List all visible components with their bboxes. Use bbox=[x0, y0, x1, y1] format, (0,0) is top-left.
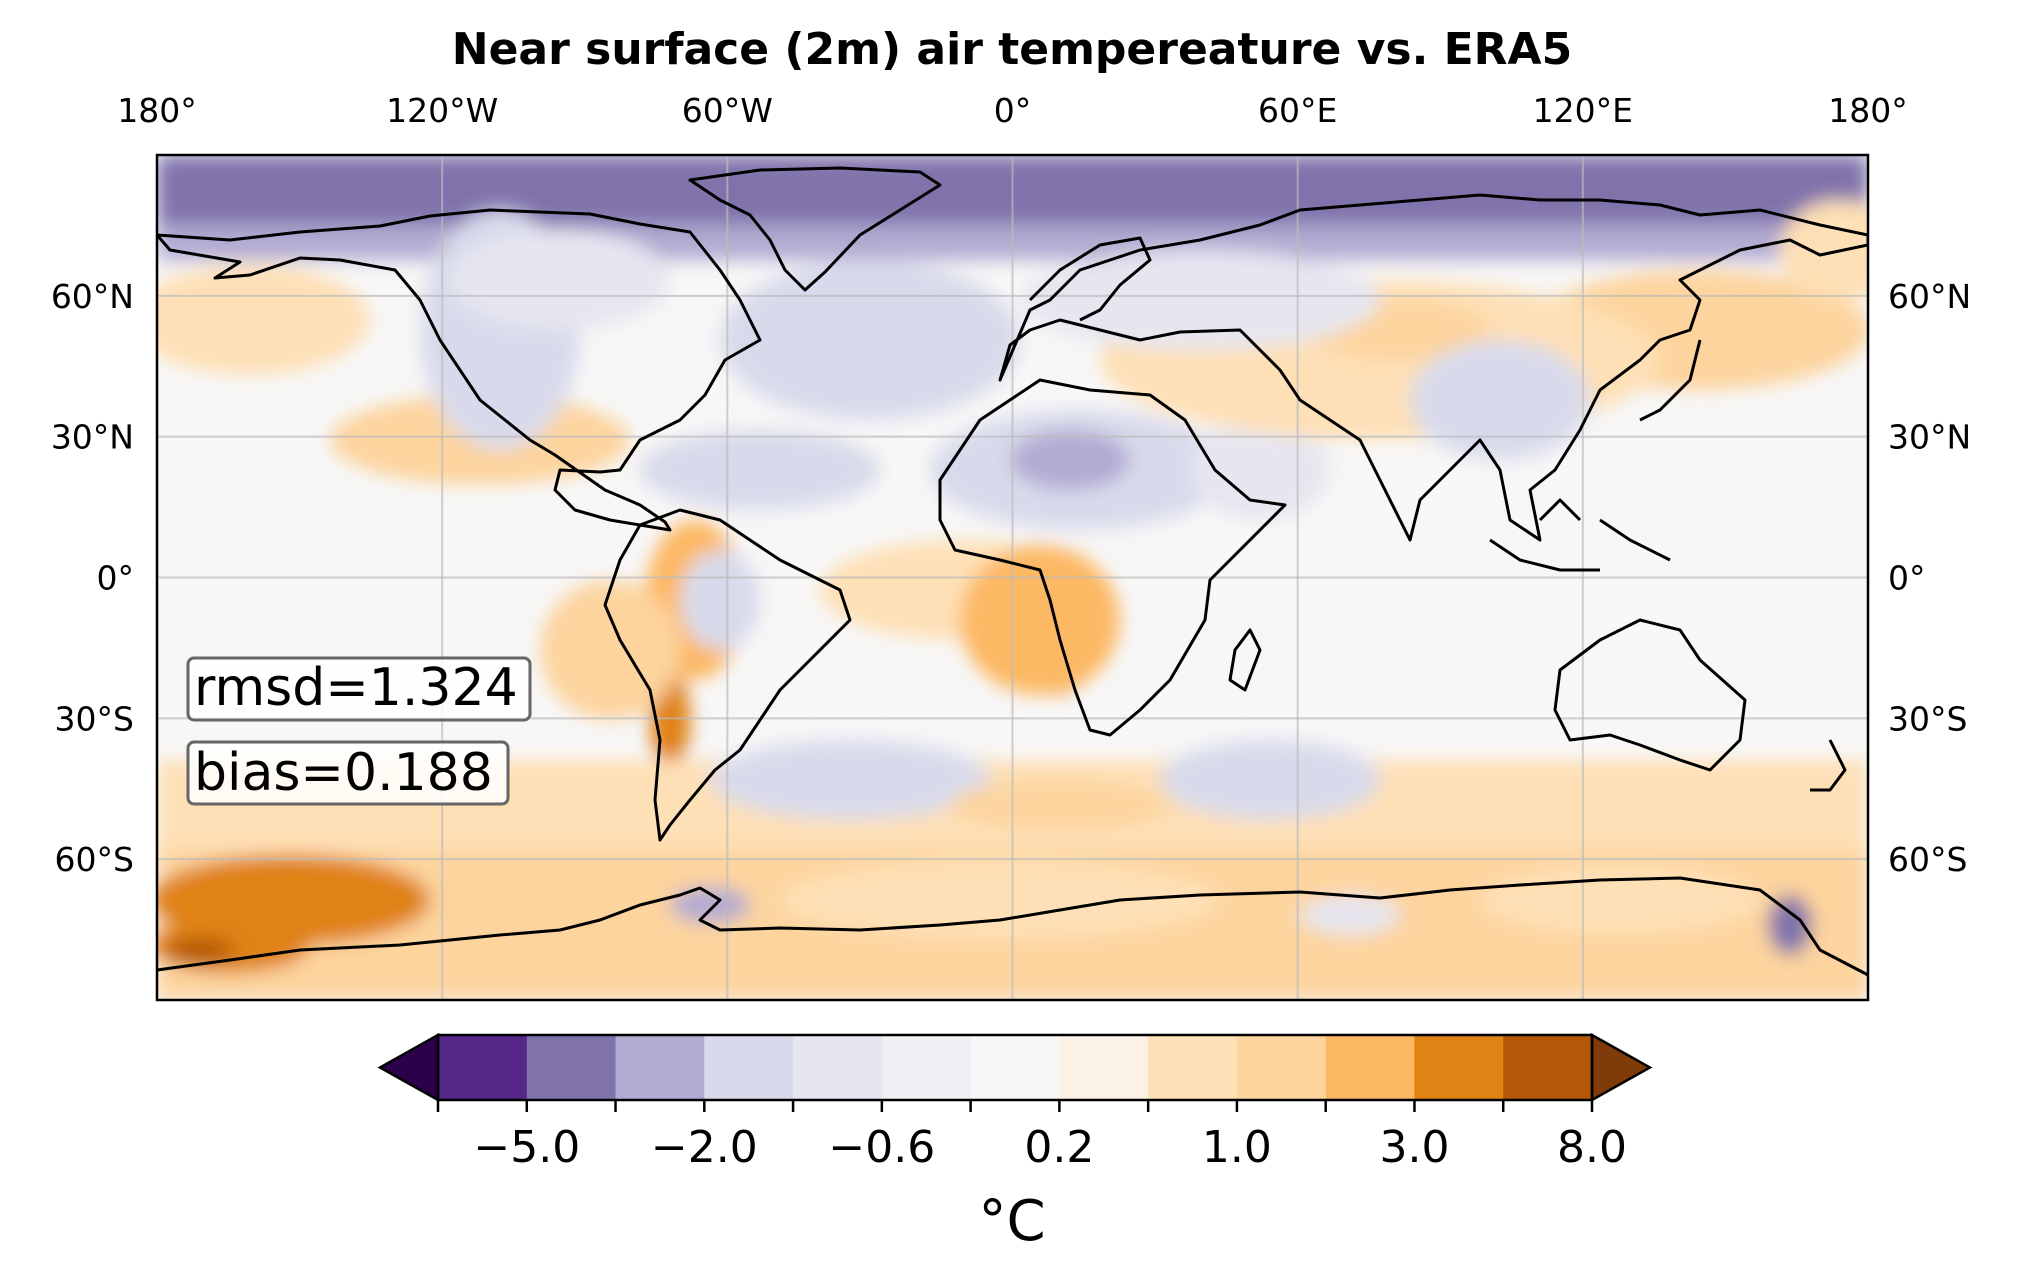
coast-africa-eurasia bbox=[938, 378, 1287, 737]
rmsd-box: rmsd=1.324 bbox=[186, 656, 532, 722]
coast-madagascar bbox=[1228, 628, 1262, 692]
colorbar-segment bbox=[615, 1035, 705, 1100]
lat-label-right: 0° bbox=[1888, 559, 1926, 598]
colorbar-segment bbox=[793, 1035, 883, 1100]
colorbar-tick-label: 1.0 bbox=[1202, 1122, 1272, 1173]
lat-label-left: 60°N bbox=[51, 277, 134, 316]
colorbar-label: °C bbox=[978, 1189, 1045, 1254]
map-frame bbox=[155, 153, 1870, 1002]
colorbar-extend-min bbox=[377, 1032, 440, 1103]
colorbar-extend-max bbox=[1590, 1032, 1653, 1103]
lon-label: 60°E bbox=[1258, 91, 1337, 130]
colorbar-segment bbox=[881, 1035, 972, 1100]
coast-europe-asia bbox=[998, 193, 1868, 542]
gridlines bbox=[157, 155, 1868, 1000]
coast-antarctica bbox=[157, 876, 1868, 977]
latitude-labels: 60°N 60°N 30°N 30°N 0° 0° 30°S 30°S 60°S 60°S bbox=[51, 277, 1971, 879]
map-panel bbox=[157, 155, 1868, 1000]
coast-south-america bbox=[603, 508, 852, 842]
coast-new-zealand bbox=[1810, 739, 1847, 792]
colorbar-tick-label: 3.0 bbox=[1379, 1122, 1449, 1173]
coast-north-america bbox=[157, 208, 762, 532]
lat-label-left: 30°N bbox=[51, 418, 134, 457]
colorbar bbox=[377, 1032, 1653, 1103]
coast-scandinavia bbox=[1028, 236, 1152, 322]
coast-japan bbox=[1639, 339, 1702, 422]
colorbar-outline bbox=[436, 1033, 1594, 1102]
lat-label-right: 60°N bbox=[1888, 277, 1971, 316]
lat-label-left: 0° bbox=[97, 559, 135, 598]
colorbar-segment bbox=[1148, 1035, 1238, 1100]
colorbar-segment bbox=[438, 1035, 528, 1100]
colorbar-segment bbox=[1059, 1035, 1149, 1100]
lat-label-right: 30°S bbox=[1888, 699, 1967, 738]
colorbar-tick-label: 8.0 bbox=[1557, 1122, 1627, 1173]
coastlines bbox=[157, 166, 1868, 977]
colorbar-segment bbox=[526, 1035, 617, 1100]
colorbar-ticks: −5.0 −2.0 −0.6 0.2 1.0 3.0 8.0 bbox=[436, 1100, 1627, 1173]
lon-label: 120°E bbox=[1533, 91, 1633, 130]
bias-box: bias=0.188 bbox=[186, 740, 510, 806]
lon-label: 60°W bbox=[682, 91, 773, 130]
colorbar-tick-label: −5.0 bbox=[473, 1122, 580, 1173]
colorbar-tick-label: −2.0 bbox=[651, 1122, 758, 1173]
lat-label-right: 60°S bbox=[1888, 840, 1967, 879]
lat-label-left: 60°S bbox=[55, 840, 134, 879]
bias-value: bias=0.188 bbox=[194, 743, 493, 803]
lat-label-right: 30°N bbox=[1888, 418, 1971, 457]
coast-australia bbox=[1553, 618, 1747, 772]
rmsd-value: rmsd=1.324 bbox=[194, 658, 518, 718]
lat-label-left: 30°S bbox=[55, 699, 134, 738]
lon-label: 120°W bbox=[386, 91, 498, 130]
coast-maritime-islands bbox=[1489, 498, 1671, 572]
colorbar-segment bbox=[1414, 1035, 1504, 1100]
colorbar-segment bbox=[970, 1035, 1060, 1100]
lon-label: 180° bbox=[1828, 91, 1908, 130]
map-title: Near surface (2m) air tempereature vs. E… bbox=[452, 24, 1572, 75]
colorbar-segment bbox=[1236, 1035, 1327, 1100]
colorbar-segment bbox=[1503, 1035, 1593, 1100]
lon-label: 180° bbox=[117, 91, 197, 130]
colorbar-segment bbox=[704, 1035, 794, 1100]
colorbar-segment bbox=[1325, 1035, 1416, 1100]
coast-greenland bbox=[688, 166, 942, 292]
colorbar-tick-label: 0.2 bbox=[1024, 1122, 1094, 1173]
colorbar-tick-label: −0.6 bbox=[828, 1122, 935, 1173]
lon-label: 0° bbox=[994, 91, 1032, 130]
longitude-labels: 180° 120°W 60°W 0° 60°E 120°E 180° bbox=[117, 91, 1908, 130]
